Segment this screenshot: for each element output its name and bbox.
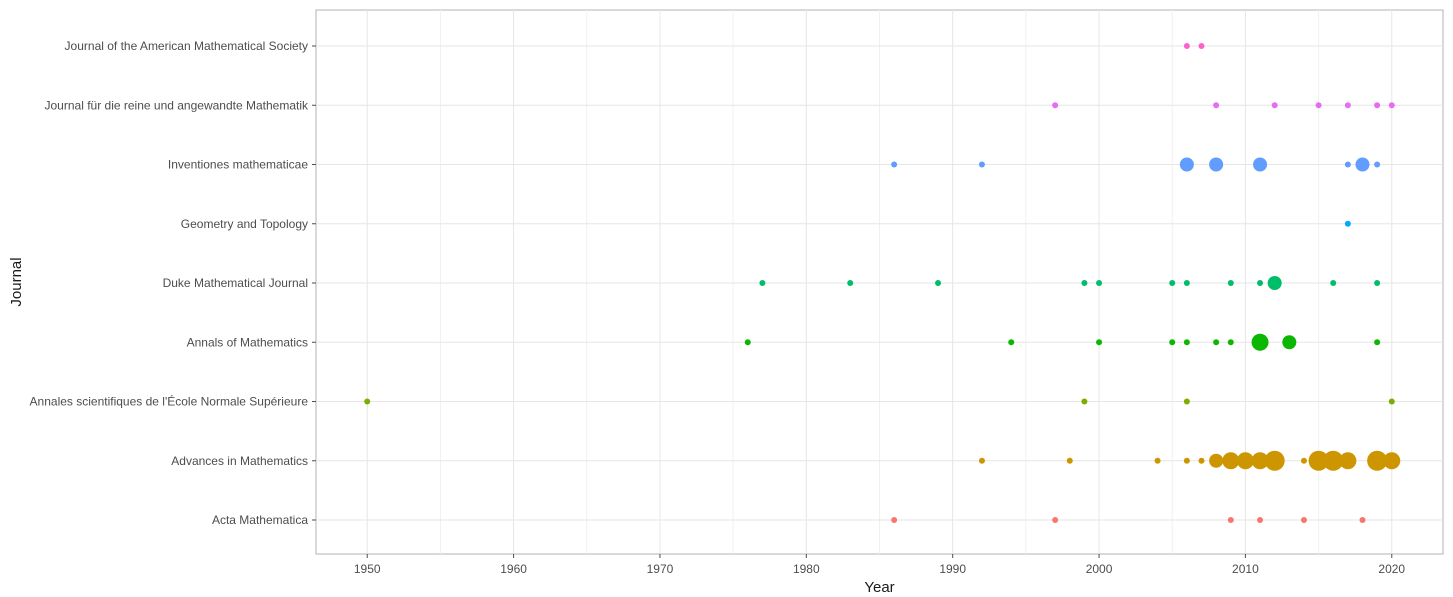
point-journal-fur-die-reine-und-angewandte-mathematik-2020 bbox=[1388, 102, 1395, 109]
point-annals-of-mathematics-2011 bbox=[1251, 333, 1269, 351]
point-duke-mathematical-journal-2016 bbox=[1330, 280, 1337, 286]
point-advances-in-mathematics-1998 bbox=[1066, 457, 1073, 464]
point-duke-mathematical-journal-1977 bbox=[759, 280, 766, 286]
point-inventiones-mathematicae-2011 bbox=[1253, 157, 1268, 172]
point-annals-of-mathematics-1976 bbox=[744, 339, 751, 346]
point-duke-mathematical-journal-2011 bbox=[1257, 280, 1264, 286]
x-axis-ticks: 1950 1960 1970 1980 1990 2000 2010 2020 bbox=[354, 554, 1405, 576]
point-annals-of-mathematics-2008 bbox=[1213, 339, 1220, 346]
point-advances-in-mathematics-2010 bbox=[1236, 452, 1254, 470]
point-journal-fur-die-reine-und-angewandte-mathematik-1997 bbox=[1052, 102, 1059, 109]
point-journal-fur-die-reine-und-angewandte-mathematik-2015 bbox=[1315, 102, 1322, 109]
point-duke-mathematical-journal-1989 bbox=[935, 280, 942, 286]
y-tick-label-acta-mathematica: Acta Mathematica bbox=[212, 513, 308, 527]
point-advances-in-mathematics-2020 bbox=[1383, 452, 1401, 470]
x-tick-label-2000: 2000 bbox=[1086, 562, 1113, 576]
point-duke-mathematical-journal-2005 bbox=[1169, 280, 1176, 286]
x-tick-label-2020: 2020 bbox=[1378, 562, 1405, 576]
point-inventiones-mathematicae-1992 bbox=[978, 161, 985, 168]
point-duke-mathematical-journal-1983 bbox=[847, 280, 854, 286]
point-journal-of-the-american-mathematical-society-2007 bbox=[1198, 43, 1205, 49]
y-tick-label-journal-fur-die-reine-und-angewandte-mathematik: Journal für die reine und angewandte Mat… bbox=[45, 98, 309, 112]
y-tick-label-geometry-and-topology: Geometry and Topology bbox=[181, 217, 308, 231]
vertical-gridlines bbox=[366, 10, 1393, 554]
point-annals-of-mathematics-2013 bbox=[1282, 335, 1297, 350]
point-duke-mathematical-journal-2019 bbox=[1374, 280, 1381, 286]
x-tick-label-1990: 1990 bbox=[939, 562, 966, 576]
y-axis-ticks: Acta Mathematica Advances in Mathematics A… bbox=[30, 39, 316, 527]
point-acta-mathematica-2011 bbox=[1257, 517, 1264, 523]
point-journal-fur-die-reine-und-angewandte-mathematik-2019 bbox=[1374, 102, 1381, 109]
x-tick-label-2010: 2010 bbox=[1232, 562, 1259, 576]
point-advances-in-mathematics-2012 bbox=[1264, 450, 1285, 471]
y-tick-label-annals-of-mathematics: Annals of Mathematics bbox=[187, 335, 308, 349]
point-journal-fur-die-reine-und-angewandte-mathematik-2012 bbox=[1271, 102, 1278, 109]
point-advances-in-mathematics-2014 bbox=[1300, 457, 1307, 464]
point-annals-of-mathematics-2009 bbox=[1227, 339, 1234, 346]
point-advances-in-mathematics-2006 bbox=[1183, 457, 1190, 464]
y-tick-label-annales-scientifiques-de-l-ecole-normale-superieure: Annales scientifiques de l'École Normale… bbox=[30, 394, 309, 409]
point-advances-in-mathematics-2004 bbox=[1154, 457, 1161, 464]
point-inventiones-mathematicae-2017 bbox=[1344, 161, 1351, 168]
x-tick-label-1960: 1960 bbox=[500, 562, 527, 576]
y-axis-title: Journal bbox=[8, 257, 25, 306]
point-inventiones-mathematicae-2018 bbox=[1355, 157, 1370, 172]
point-inventiones-mathematicae-1986 bbox=[891, 161, 898, 168]
point-advances-in-mathematics-2008 bbox=[1209, 453, 1224, 468]
point-duke-mathematical-journal-2009 bbox=[1227, 280, 1234, 286]
point-acta-mathematica-1986 bbox=[891, 517, 898, 523]
point-advances-in-mathematics-2016 bbox=[1323, 450, 1344, 471]
point-acta-mathematica-1997 bbox=[1052, 517, 1059, 523]
point-inventiones-mathematicae-2019 bbox=[1374, 161, 1381, 168]
point-annals-of-mathematics-2000 bbox=[1096, 339, 1103, 346]
x-axis-title: Year bbox=[864, 579, 894, 596]
point-annales-scientifiques-de-l-ecole-normale-superieure-2020 bbox=[1388, 398, 1395, 405]
x-tick-label-1980: 1980 bbox=[793, 562, 820, 576]
point-advances-in-mathematics-2007 bbox=[1198, 457, 1205, 464]
point-inventiones-mathematicae-2008 bbox=[1209, 157, 1224, 172]
point-duke-mathematical-journal-2000 bbox=[1096, 280, 1103, 286]
point-duke-mathematical-journal-2006 bbox=[1183, 280, 1190, 286]
point-annals-of-mathematics-1994 bbox=[1008, 339, 1015, 346]
data-points bbox=[364, 43, 1401, 523]
x-tick-label-1950: 1950 bbox=[354, 562, 381, 576]
point-advances-in-mathematics-2015 bbox=[1308, 450, 1329, 471]
point-duke-mathematical-journal-1999 bbox=[1081, 280, 1088, 286]
point-journal-fur-die-reine-und-angewandte-mathematik-2017 bbox=[1344, 102, 1351, 109]
point-journal-of-the-american-mathematical-society-2006 bbox=[1183, 43, 1190, 49]
y-tick-label-advances-in-mathematics: Advances in Mathematics bbox=[171, 454, 308, 468]
point-annals-of-mathematics-2005 bbox=[1169, 339, 1176, 346]
point-acta-mathematica-2009 bbox=[1227, 517, 1234, 523]
point-acta-mathematica-2014 bbox=[1300, 517, 1307, 523]
y-tick-label-journal-of-the-american-mathematical-society: Journal of the American Mathematical Soc… bbox=[65, 39, 308, 53]
point-inventiones-mathematicae-2006 bbox=[1179, 157, 1194, 172]
point-advances-in-mathematics-2009 bbox=[1222, 452, 1240, 470]
point-annales-scientifiques-de-l-ecole-normale-superieure-1950 bbox=[364, 398, 371, 405]
point-annales-scientifiques-de-l-ecole-normale-superieure-1999 bbox=[1081, 398, 1088, 405]
point-advances-in-mathematics-2017 bbox=[1339, 452, 1357, 470]
point-annals-of-mathematics-2019 bbox=[1374, 339, 1381, 346]
y-tick-label-duke-mathematical-journal: Duke Mathematical Journal bbox=[163, 276, 308, 290]
point-annales-scientifiques-de-l-ecole-normale-superieure-2006 bbox=[1183, 398, 1190, 405]
point-geometry-and-topology-2017 bbox=[1344, 220, 1351, 227]
point-duke-mathematical-journal-2012 bbox=[1267, 276, 1282, 290]
x-tick-label-1970: 1970 bbox=[647, 562, 674, 576]
y-tick-label-inventiones-mathematicae: Inventiones mathematicae bbox=[168, 158, 308, 172]
point-annals-of-mathematics-2006 bbox=[1183, 339, 1190, 346]
point-advances-in-mathematics-2011 bbox=[1251, 452, 1269, 470]
point-advances-in-mathematics-1992 bbox=[978, 457, 985, 464]
point-acta-mathematica-2018 bbox=[1359, 517, 1366, 523]
point-journal-fur-die-reine-und-angewandte-mathematik-2008 bbox=[1213, 102, 1220, 109]
point-advances-in-mathematics-2019 bbox=[1367, 450, 1388, 471]
